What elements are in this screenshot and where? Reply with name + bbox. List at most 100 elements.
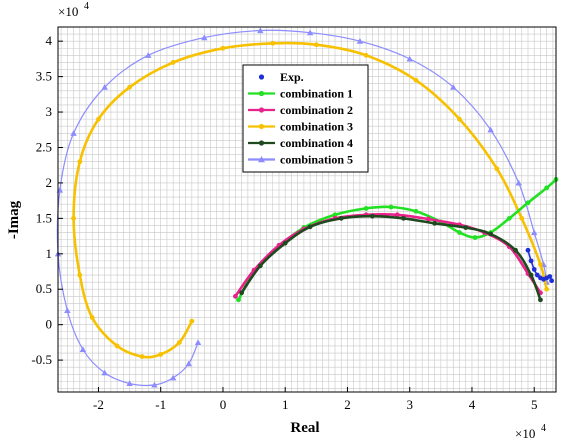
series-combination-5 xyxy=(54,27,550,388)
y-multiplier: ×10 4 xyxy=(58,1,89,19)
y-tick-label: 3.5 xyxy=(36,69,52,84)
data-point xyxy=(77,159,83,165)
data-point xyxy=(169,374,177,381)
legend-marker xyxy=(258,107,265,113)
legend-entry-combination-1: combination 1 xyxy=(248,87,353,101)
data-point xyxy=(127,84,132,90)
y-tick-label: 4 xyxy=(46,33,53,48)
data-point xyxy=(77,272,83,278)
series-line-combination-3 xyxy=(72,41,548,359)
data-point xyxy=(547,274,553,279)
y-multiplier-base: ×10 xyxy=(58,4,78,19)
data-point xyxy=(126,380,133,387)
x-multiplier: ×10 4 xyxy=(515,423,546,441)
data-point xyxy=(338,215,344,221)
data-point xyxy=(257,263,263,269)
legend-label: combination 2 xyxy=(280,103,353,117)
data-point xyxy=(544,185,550,191)
plot-frame xyxy=(57,26,557,393)
data-point xyxy=(425,216,431,222)
data-point xyxy=(432,220,438,226)
legend-marker xyxy=(258,140,265,146)
legend-entry-combination-2: combination 2 xyxy=(248,103,353,117)
data-point xyxy=(176,339,182,345)
y-tick-label: 3 xyxy=(46,104,53,119)
data-point xyxy=(306,29,314,36)
data-point xyxy=(233,293,238,299)
data-point xyxy=(307,224,313,230)
data-point xyxy=(538,297,543,303)
y-tick-label: -0.5 xyxy=(31,352,52,367)
data-point xyxy=(369,213,375,219)
legend-entry-exp: Exp. xyxy=(258,70,304,84)
x-tick-label: -1 xyxy=(155,397,166,412)
legend-entry-combination-5: combination 5 xyxy=(248,153,353,167)
data-point xyxy=(257,27,264,34)
series-combination-4 xyxy=(239,213,543,303)
x-multiplier-base: ×10 xyxy=(515,426,535,441)
y-tick-label: 1 xyxy=(46,246,53,261)
data-point xyxy=(282,240,288,246)
legend-label: Exp. xyxy=(280,70,304,84)
data-point xyxy=(363,52,369,58)
x-tick-label: 2 xyxy=(344,397,351,412)
legend-marker xyxy=(258,90,265,97)
data-point xyxy=(388,204,394,210)
data-point xyxy=(494,166,500,172)
legend-entry-combination-4: combination 4 xyxy=(248,136,353,150)
series-layer xyxy=(54,27,559,388)
data-point xyxy=(472,235,478,240)
data-point xyxy=(89,315,95,320)
data-point xyxy=(356,37,364,44)
data-point xyxy=(488,231,494,237)
data-point xyxy=(239,290,245,296)
data-point xyxy=(525,200,531,206)
data-point xyxy=(406,55,413,62)
data-point xyxy=(394,212,400,218)
data-point xyxy=(151,381,158,388)
data-point xyxy=(64,307,71,314)
y-axis-label: -Imag xyxy=(6,200,22,239)
data-point xyxy=(528,258,534,264)
data-point xyxy=(457,116,462,122)
data-point xyxy=(413,208,419,214)
data-point xyxy=(101,369,108,376)
y-tick-label: 1.5 xyxy=(36,210,52,225)
data-point xyxy=(549,278,555,284)
data-point xyxy=(363,206,369,211)
legend-label: combination 3 xyxy=(280,120,353,134)
data-point xyxy=(270,40,276,46)
data-point xyxy=(401,215,406,221)
data-point xyxy=(332,212,338,218)
legend-box xyxy=(242,64,369,173)
legend-marker xyxy=(258,123,265,130)
legend-label: combination 1 xyxy=(280,87,353,101)
data-point xyxy=(185,360,192,367)
data-point xyxy=(189,318,195,324)
legend-marker xyxy=(258,156,265,163)
data-point xyxy=(544,286,550,292)
data-point xyxy=(71,215,76,221)
data-point xyxy=(519,215,525,221)
data-point xyxy=(531,229,538,236)
data-point xyxy=(236,297,241,303)
data-point xyxy=(220,45,226,51)
x-axis-label: Real xyxy=(290,420,319,436)
x-tick-label: 0 xyxy=(220,397,227,412)
data-point xyxy=(413,77,419,83)
data-point xyxy=(70,130,77,136)
data-point xyxy=(101,84,108,90)
data-point xyxy=(170,60,176,65)
series-combination-3 xyxy=(71,40,550,359)
data-point xyxy=(201,34,208,41)
data-point xyxy=(139,354,145,359)
y-tick-label: 2 xyxy=(46,175,53,190)
x-tick-label: 1 xyxy=(282,397,289,412)
data-point xyxy=(531,266,537,272)
y-tick-label: 2.5 xyxy=(36,139,52,154)
tick-layer: -2 -1 0 1 2 3 4 5 -0.5 0 0.5 1 1.5 2 2.5 3 3.5 4 xyxy=(31,33,537,412)
data-point xyxy=(487,126,494,133)
data-point xyxy=(145,52,152,58)
legend-entry-combination-3: combination 3 xyxy=(248,120,353,134)
